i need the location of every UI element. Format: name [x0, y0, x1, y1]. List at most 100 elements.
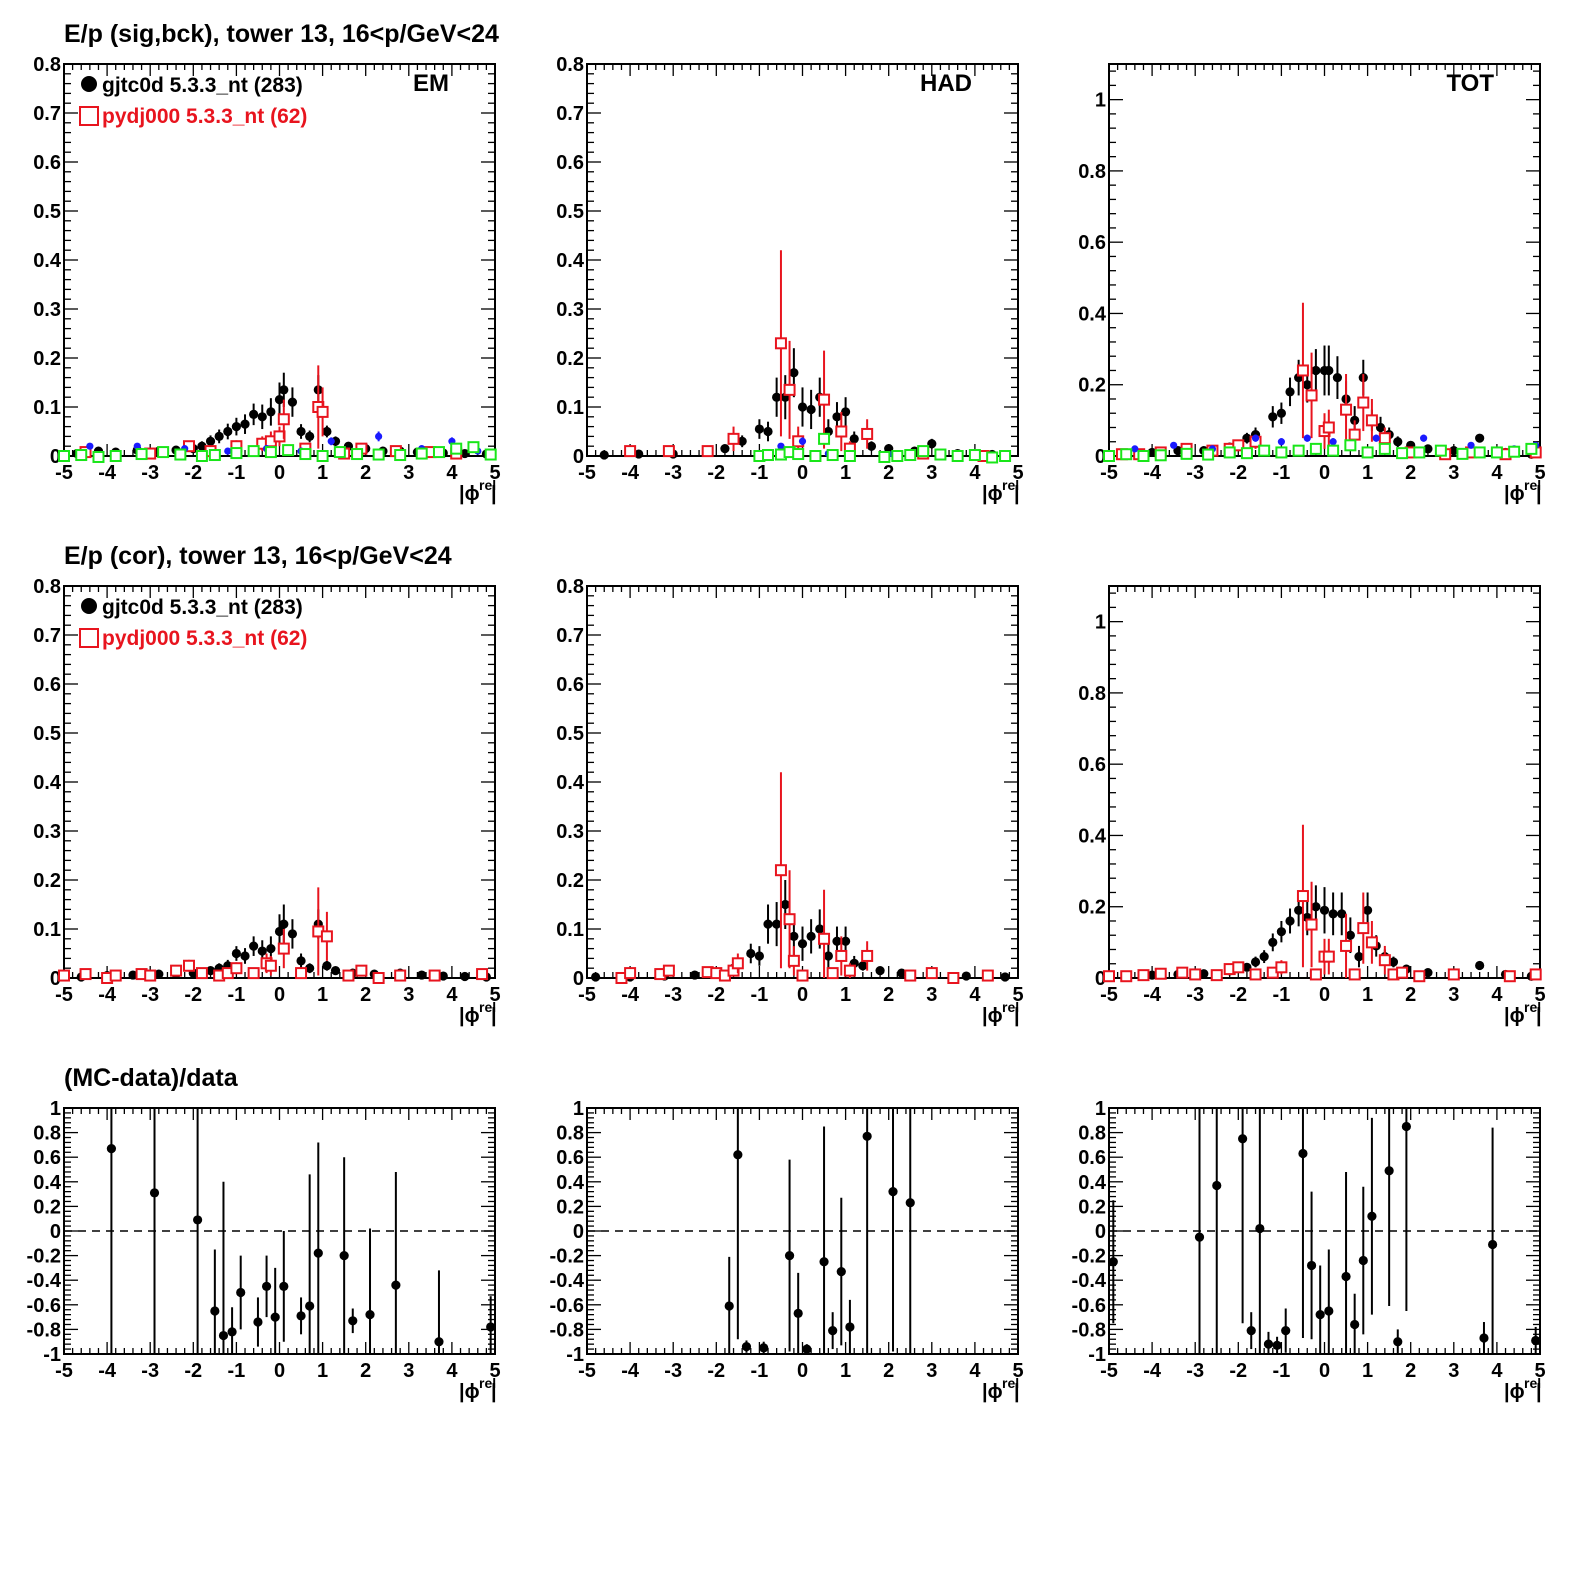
y-tick-label: -0.8 — [550, 1319, 584, 1341]
x-tick-label: 3 — [1448, 462, 1459, 484]
data-point — [1340, 939, 1353, 952]
x-axis-label-close: | — [1014, 1381, 1020, 1403]
data-point — [1420, 434, 1428, 442]
x-axis-label-sup: rel — [479, 477, 496, 493]
y-tick-label: -0.8 — [27, 1319, 61, 1341]
x-axis-label-sup: rel — [479, 1375, 496, 1391]
data-point — [299, 448, 312, 461]
y-tick-label: 1 — [1095, 612, 1106, 634]
data-point — [591, 972, 601, 982]
data-point — [662, 445, 675, 458]
data-point — [891, 450, 904, 462]
data-point — [1396, 447, 1409, 460]
data-point — [841, 407, 851, 417]
data-point — [701, 445, 714, 458]
y-tick-label: 0.2 — [556, 348, 584, 370]
data-point — [106, 1143, 117, 1154]
y-tick-label: 0.6 — [1078, 1147, 1106, 1169]
legend-data-marker — [81, 598, 97, 614]
data-point — [247, 445, 260, 458]
y-tick-label: -0.2 — [27, 1246, 61, 1268]
data-point — [223, 426, 233, 437]
data-point — [724, 1301, 734, 1311]
data-point — [789, 931, 799, 941]
y-tick-label: 0.2 — [1078, 897, 1106, 919]
data-point — [917, 445, 930, 458]
x-tick-label: -3 — [141, 462, 159, 484]
data-point — [818, 932, 831, 945]
series-1 — [615, 772, 994, 984]
panel-tot-ratio: -5 -4 -3 -2 -1 0 1 2 3 4 5-1-0.8-0.6-0.4-0.200.20.… — [1072, 1098, 1546, 1403]
legend-mc-label: pydj000 5.3.3_nt (62) — [102, 627, 307, 650]
x-axis-label-close: | — [1014, 483, 1020, 505]
data-point — [355, 964, 368, 977]
x-tick-label: 5 — [1534, 1360, 1545, 1382]
data-point — [1324, 365, 1334, 376]
data-point — [904, 449, 917, 462]
data-point — [1358, 1255, 1368, 1266]
y-tick-label: 0.1 — [556, 397, 584, 419]
data-point — [1508, 445, 1521, 458]
data-point — [257, 412, 267, 422]
x-tick-label: 1 — [840, 1360, 851, 1382]
data-point — [774, 337, 787, 350]
data-point — [1275, 961, 1288, 974]
data-point — [1240, 447, 1253, 460]
y-tick-label: 0.4 — [33, 1172, 62, 1194]
series-3 — [58, 441, 497, 463]
x-tick-label: 3 — [403, 984, 414, 1006]
y-tick-label: -0.6 — [27, 1295, 61, 1317]
data-point — [826, 967, 839, 980]
data-point — [1223, 446, 1236, 459]
y-tick-label: 0 — [50, 446, 61, 468]
legend-data-label: gjtc0d 5.3.3_nt (283) — [102, 596, 303, 619]
x-tick-label: 4 — [969, 1360, 981, 1382]
data-point — [277, 413, 290, 426]
data-point — [815, 924, 825, 934]
data-point — [1324, 1306, 1334, 1316]
data-point — [1447, 968, 1460, 981]
data-point — [58, 450, 70, 462]
data-point — [1361, 446, 1374, 459]
x-tick-label: 1 — [1362, 984, 1373, 1006]
x-tick-label: -3 — [664, 1360, 682, 1382]
data-point — [316, 450, 329, 462]
data-point — [720, 444, 730, 454]
data-point — [1103, 970, 1115, 983]
y-tick-label: 0.8 — [1078, 1123, 1106, 1145]
data-point — [1103, 450, 1115, 462]
data-point — [772, 919, 782, 929]
y-tick-label: 0.7 — [33, 103, 61, 125]
data-point — [322, 426, 332, 437]
data-point — [230, 447, 243, 460]
data-point — [624, 445, 637, 458]
x-tick-label: 3 — [1448, 984, 1459, 1006]
data-point — [313, 1248, 323, 1258]
x-axis-label: |ϕ — [459, 1381, 480, 1403]
x-tick-label: -2 — [1229, 1360, 1247, 1382]
data-point — [247, 967, 260, 980]
data-point — [320, 930, 333, 943]
data-point — [193, 1215, 203, 1225]
y-tick-label: -1 — [566, 1344, 584, 1366]
x-axis-label-sup: rel — [1524, 477, 1541, 493]
data-point — [460, 448, 470, 459]
x-tick-label: 1 — [1362, 462, 1373, 484]
data-point — [305, 1301, 315, 1311]
y-tick-label: -0.2 — [1072, 1246, 1106, 1268]
x-tick-label: -3 — [1186, 1360, 1204, 1382]
series-1 — [58, 887, 489, 984]
data-point — [476, 968, 489, 981]
y-tick-label: 0.8 — [556, 576, 584, 598]
legend-mc-label: pydj000 5.3.3_nt (62) — [102, 105, 307, 128]
data-point — [149, 1188, 160, 1198]
data-point — [264, 959, 277, 972]
data-point — [1170, 441, 1178, 449]
data-point — [878, 450, 891, 463]
data-point — [1302, 380, 1312, 390]
data-point — [484, 448, 497, 461]
data-point — [1378, 442, 1391, 455]
y-tick-label: -0.4 — [550, 1270, 585, 1292]
x-tick-label: 2 — [883, 984, 894, 1006]
y-tick-label: 0.3 — [556, 299, 584, 321]
